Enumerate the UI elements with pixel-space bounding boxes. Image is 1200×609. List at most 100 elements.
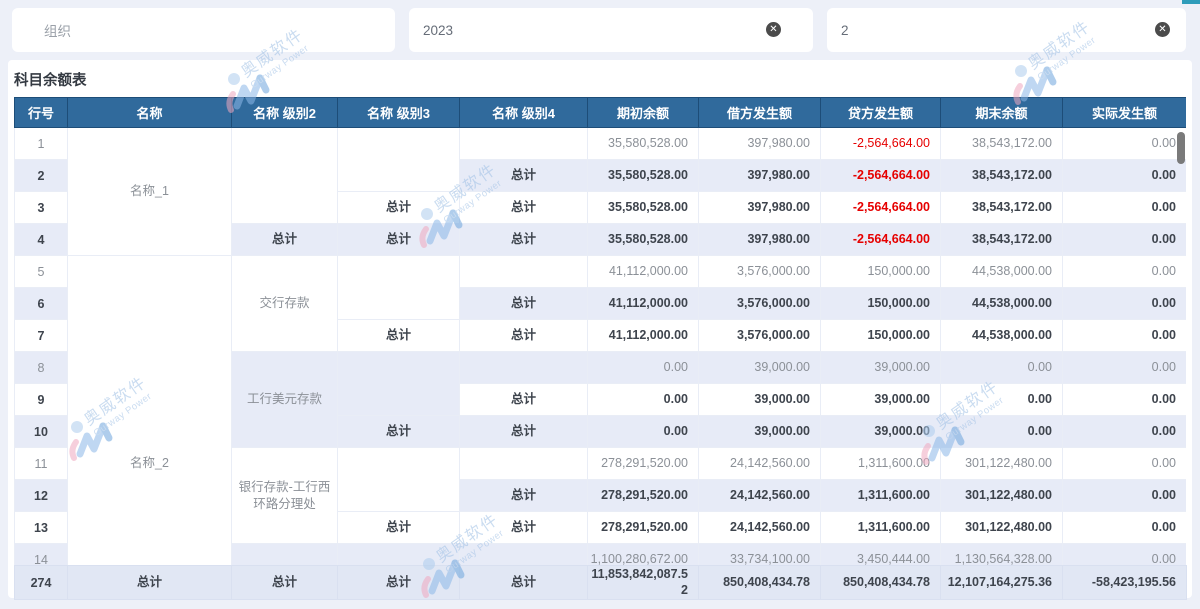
value-cell[interactable]: 278,291,520.00 <box>587 511 699 544</box>
row-number-cell[interactable]: 10 <box>14 415 68 448</box>
value-cell[interactable]: 38,543,172.00 <box>940 159 1063 192</box>
value-cell[interactable]: 397,980.00 <box>698 223 821 256</box>
value-cell[interactable]: 397,980.00 <box>698 159 821 192</box>
row-number-cell[interactable]: 11 <box>14 447 68 480</box>
value-cell[interactable]: 0.00 <box>587 415 699 448</box>
value-cell[interactable]: 35,580,528.00 <box>587 191 699 224</box>
value-cell[interactable]: 0.00 <box>587 351 699 384</box>
value-cell[interactable]: 1,311,600.00 <box>820 479 941 512</box>
value-cell[interactable]: -2,564,664.00 <box>820 223 941 256</box>
value-cell[interactable]: 38,543,172.00 <box>940 127 1063 160</box>
column-header-opening-balance[interactable]: 期初余额 <box>587 97 699 128</box>
row-number-cell[interactable]: 8 <box>14 351 68 384</box>
row-number-cell[interactable]: 3 <box>14 191 68 224</box>
column-header-credit[interactable]: 贷方发生额 <box>820 97 941 128</box>
value-cell[interactable]: 38,543,172.00 <box>940 223 1063 256</box>
group-label-cell[interactable]: 总计 <box>459 223 588 256</box>
value-cell[interactable]: 35,580,528.00 <box>587 159 699 192</box>
value-cell[interactable]: 150,000.00 <box>820 287 941 320</box>
value-cell[interactable]: 0.00 <box>1062 543 1186 565</box>
row-number-cell[interactable]: 1 <box>14 127 68 160</box>
value-cell[interactable]: 24,142,560.00 <box>698 447 821 480</box>
group-label-cell[interactable]: 总计 <box>459 287 588 320</box>
column-header-actual[interactable]: 实际发生额 <box>1062 97 1186 128</box>
group-label-cell[interactable]: 总计 <box>459 479 588 512</box>
column-header-closing-balance[interactable]: 期末余额 <box>940 97 1063 128</box>
row-number-cell[interactable]: 6 <box>14 287 68 320</box>
value-cell[interactable]: 3,576,000.00 <box>698 287 821 320</box>
value-cell[interactable]: 150,000.00 <box>820 319 941 352</box>
total-value-cell[interactable]: 11,853,842,087.52 <box>587 565 699 600</box>
value-cell[interactable]: 0.00 <box>940 383 1063 416</box>
value-cell[interactable]: 1,311,600.00 <box>820 447 941 480</box>
group-label-cell[interactable]: 交行存款 <box>231 255 338 352</box>
group-label-cell[interactable]: 银行存款-工行西环路分理处 <box>231 447 338 544</box>
column-header-name[interactable]: 名称 <box>67 97 232 128</box>
value-cell[interactable]: 39,000.00 <box>820 351 941 384</box>
group-label-cell[interactable]: 总计 <box>459 319 588 352</box>
value-cell[interactable]: 0.00 <box>940 351 1063 384</box>
group-label-cell[interactable]: 总计 <box>459 159 588 192</box>
filter-input-period[interactable]: 2 ✕ <box>827 8 1186 52</box>
value-cell[interactable]: 301,122,480.00 <box>940 447 1063 480</box>
value-cell[interactable]: 39,000.00 <box>698 351 821 384</box>
group-label-cell[interactable] <box>337 351 460 416</box>
value-cell[interactable]: 0.00 <box>1062 383 1186 416</box>
total-value-cell[interactable]: 850,408,434.78 <box>820 565 941 600</box>
column-header-rownum[interactable]: 行号 <box>14 97 68 128</box>
group-label-cell[interactable] <box>459 447 588 480</box>
total-label-cell[interactable]: 总计 <box>459 565 588 600</box>
total-label-cell[interactable]: 总计 <box>231 565 338 600</box>
group-label-cell[interactable]: 总计 <box>459 511 588 544</box>
value-cell[interactable]: 1,100,280,672.00 <box>587 543 699 565</box>
value-cell[interactable]: 39,000.00 <box>820 383 941 416</box>
value-cell[interactable]: 0.00 <box>1062 447 1186 480</box>
value-cell[interactable]: 44,538,000.00 <box>940 255 1063 288</box>
row-number-cell[interactable]: 14 <box>14 543 68 565</box>
value-cell[interactable]: 44,538,000.00 <box>940 319 1063 352</box>
value-cell[interactable]: 0.00 <box>1062 191 1186 224</box>
value-cell[interactable]: 3,576,000.00 <box>698 255 821 288</box>
group-label-cell[interactable]: 名称_2 <box>67 255 232 565</box>
value-cell[interactable]: 0.00 <box>940 415 1063 448</box>
value-cell[interactable]: 24,142,560.00 <box>698 511 821 544</box>
value-cell[interactable]: 0.00 <box>1062 127 1186 160</box>
value-cell[interactable]: 3,576,000.00 <box>698 319 821 352</box>
filter-input-org[interactable]: 组织 <box>12 8 395 52</box>
column-header-debit[interactable]: 借方发生额 <box>698 97 821 128</box>
vertical-scrollbar-thumb[interactable] <box>1177 132 1185 164</box>
group-label-cell[interactable]: 总计 <box>459 383 588 416</box>
group-label-cell[interactable] <box>337 127 460 192</box>
value-cell[interactable]: -2,564,664.00 <box>820 159 941 192</box>
row-number-cell[interactable]: 9 <box>14 383 68 416</box>
group-label-cell[interactable] <box>459 543 588 565</box>
group-label-cell[interactable] <box>231 543 338 565</box>
value-cell[interactable]: 44,538,000.00 <box>940 287 1063 320</box>
row-number-cell[interactable]: 4 <box>14 223 68 256</box>
clear-icon[interactable]: ✕ <box>1155 22 1170 37</box>
column-header-level2[interactable]: 名称 级别2 <box>231 97 338 128</box>
value-cell[interactable]: 0.00 <box>1062 159 1186 192</box>
value-cell[interactable]: 1,130,564,328.00 <box>940 543 1063 565</box>
total-value-cell[interactable]: 12,107,164,275.36 <box>940 565 1063 600</box>
value-cell[interactable]: 35,580,528.00 <box>587 127 699 160</box>
group-label-cell[interactable]: 总计 <box>337 223 460 256</box>
value-cell[interactable]: 41,112,000.00 <box>587 319 699 352</box>
value-cell[interactable]: 0.00 <box>1062 479 1186 512</box>
group-label-cell[interactable] <box>459 255 588 288</box>
value-cell[interactable]: 41,112,000.00 <box>587 255 699 288</box>
row-number-cell[interactable]: 2 <box>14 159 68 192</box>
group-label-cell[interactable]: 工行美元存款 <box>231 351 338 448</box>
group-label-cell[interactable]: 名称_1 <box>67 127 232 256</box>
group-label-cell[interactable]: 总计 <box>459 191 588 224</box>
table-scroll-area[interactable]: 行号 名称 名称 级别2 名称 级别3 名称 级别4 期初余额 借方发生额 贷方… <box>14 97 1186 565</box>
value-cell[interactable]: 24,142,560.00 <box>698 479 821 512</box>
group-label-cell[interactable] <box>337 543 460 565</box>
row-number-cell[interactable]: 12 <box>14 479 68 512</box>
value-cell[interactable]: 0.00 <box>1062 351 1186 384</box>
value-cell[interactable]: 0.00 <box>1062 223 1186 256</box>
group-label-cell[interactable]: 总计 <box>231 223 338 256</box>
value-cell[interactable]: 0.00 <box>1062 255 1186 288</box>
filter-input-year[interactable]: 2023 ✕ <box>409 8 813 52</box>
group-label-cell[interactable] <box>459 127 588 160</box>
